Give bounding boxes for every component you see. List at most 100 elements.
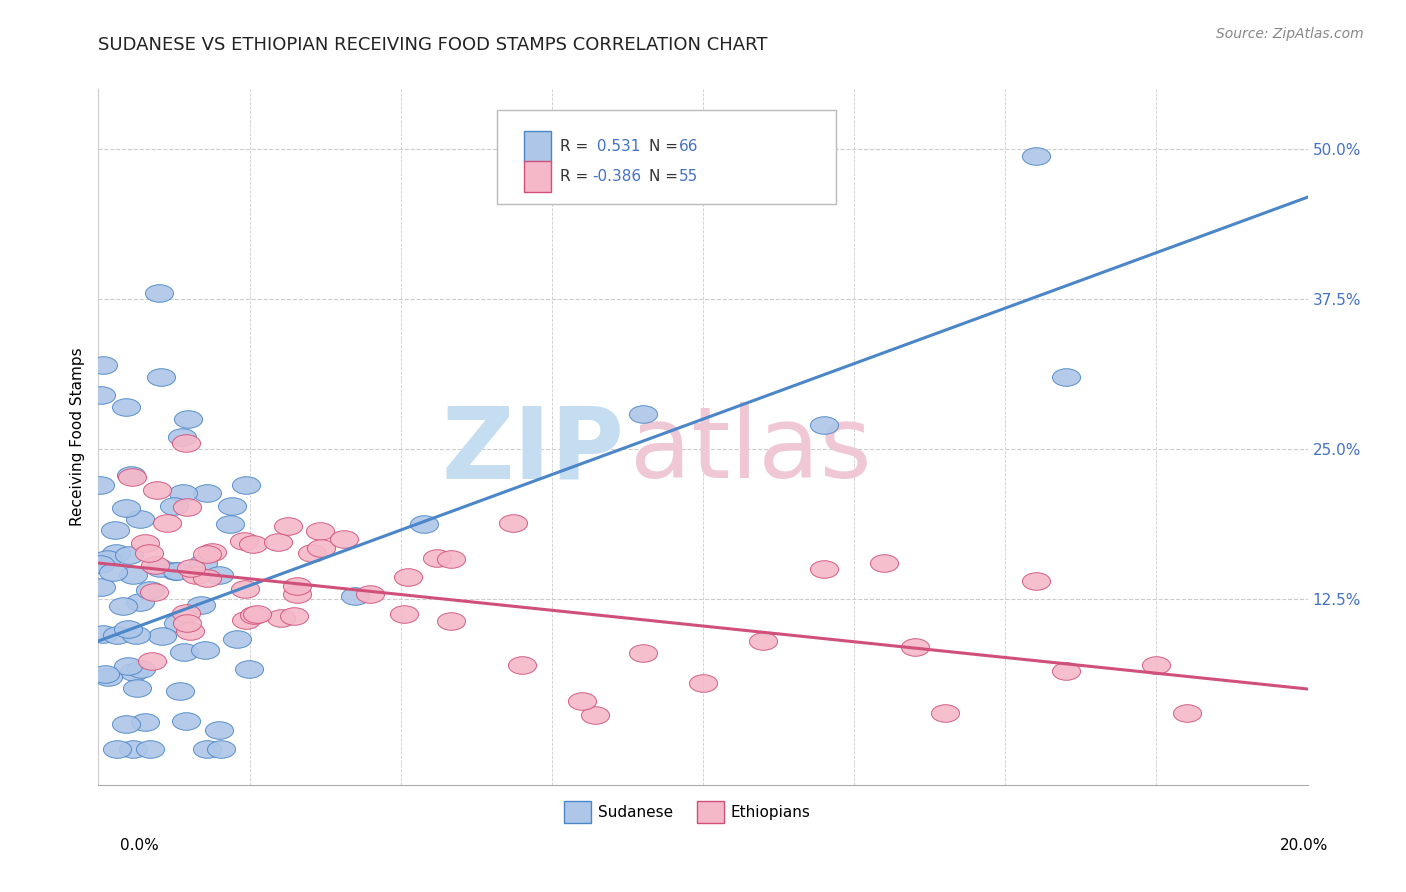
Text: 66: 66 <box>679 139 699 153</box>
Point <box>150 629 173 643</box>
Text: 0.531: 0.531 <box>592 139 640 153</box>
Point <box>1054 370 1077 384</box>
Point <box>169 684 191 698</box>
Point <box>149 560 172 574</box>
Point <box>343 589 366 603</box>
Text: N =: N = <box>648 139 682 153</box>
Point <box>124 665 146 679</box>
Point <box>208 568 231 582</box>
Point <box>174 714 197 729</box>
Point <box>440 551 463 566</box>
Text: 0.0%: 0.0% <box>120 838 159 854</box>
Point <box>180 560 202 574</box>
FancyBboxPatch shape <box>498 110 837 204</box>
Point <box>142 585 165 599</box>
Y-axis label: Receiving Food Stamps: Receiving Food Stamps <box>69 348 84 526</box>
Point <box>176 606 198 620</box>
Text: Ethiopians: Ethiopians <box>731 805 811 820</box>
Point <box>134 535 156 549</box>
Point <box>1024 574 1046 588</box>
Point <box>89 558 111 572</box>
Point <box>1175 706 1198 720</box>
Point <box>139 583 162 598</box>
Point <box>440 614 463 628</box>
Point <box>209 742 232 756</box>
Point <box>311 541 333 556</box>
Point <box>333 532 356 546</box>
Point <box>195 742 218 756</box>
Point <box>571 694 593 708</box>
Point <box>583 708 606 723</box>
Point <box>301 546 323 560</box>
Point <box>163 499 186 513</box>
Point <box>170 430 193 444</box>
Point <box>235 614 257 628</box>
Text: atlas: atlas <box>630 402 872 500</box>
Point <box>105 628 128 642</box>
Point <box>91 358 114 372</box>
Point <box>117 658 139 673</box>
Point <box>197 485 219 500</box>
Point <box>934 706 956 720</box>
Point <box>413 516 436 531</box>
Point <box>510 658 533 673</box>
Point <box>277 519 299 533</box>
Point <box>631 646 654 660</box>
Point <box>166 564 188 578</box>
Point <box>104 524 127 538</box>
Point <box>89 478 111 492</box>
FancyBboxPatch shape <box>697 801 724 823</box>
Point <box>813 418 835 433</box>
Point <box>235 478 257 492</box>
Point <box>172 486 194 500</box>
Point <box>114 716 136 731</box>
Point <box>238 662 260 676</box>
Point <box>392 607 415 621</box>
Point <box>235 582 257 597</box>
Point <box>179 624 201 639</box>
Point <box>190 598 212 612</box>
Point <box>90 581 112 595</box>
Point <box>105 742 128 756</box>
Point <box>219 517 242 532</box>
Point <box>194 642 217 657</box>
Text: Source: ZipAtlas.com: Source: ZipAtlas.com <box>1216 27 1364 41</box>
Point <box>125 681 148 695</box>
Point <box>120 467 142 482</box>
Point <box>1024 149 1046 163</box>
Point <box>221 499 243 513</box>
Point <box>121 742 143 756</box>
Point <box>201 545 224 559</box>
Point <box>1054 664 1077 678</box>
Text: Sudanese: Sudanese <box>598 805 673 820</box>
Point <box>502 516 524 531</box>
Point <box>90 388 112 402</box>
Point <box>184 568 207 582</box>
Point <box>285 587 308 601</box>
Point <box>232 534 254 549</box>
Point <box>121 567 143 582</box>
Point <box>156 516 179 530</box>
Point <box>191 556 214 570</box>
Point <box>752 634 775 648</box>
Point <box>195 571 218 585</box>
Point <box>94 666 117 681</box>
Point <box>813 562 835 576</box>
Point <box>267 535 290 549</box>
Text: 55: 55 <box>679 169 697 184</box>
Point <box>270 611 292 625</box>
Point <box>359 587 381 601</box>
FancyBboxPatch shape <box>524 131 551 162</box>
Point <box>145 483 167 497</box>
Point <box>692 676 714 690</box>
Point <box>246 607 269 621</box>
Point <box>176 500 198 514</box>
Text: R =: R = <box>561 169 593 184</box>
Point <box>197 547 219 561</box>
Point <box>125 627 148 641</box>
Text: SUDANESE VS ETHIOPIAN RECEIVING FOOD STAMPS CORRELATION CHART: SUDANESE VS ETHIOPIAN RECEIVING FOOD STA… <box>98 36 768 54</box>
Point <box>873 556 896 570</box>
Point <box>118 549 141 563</box>
Point <box>173 645 195 659</box>
Point <box>134 715 156 730</box>
